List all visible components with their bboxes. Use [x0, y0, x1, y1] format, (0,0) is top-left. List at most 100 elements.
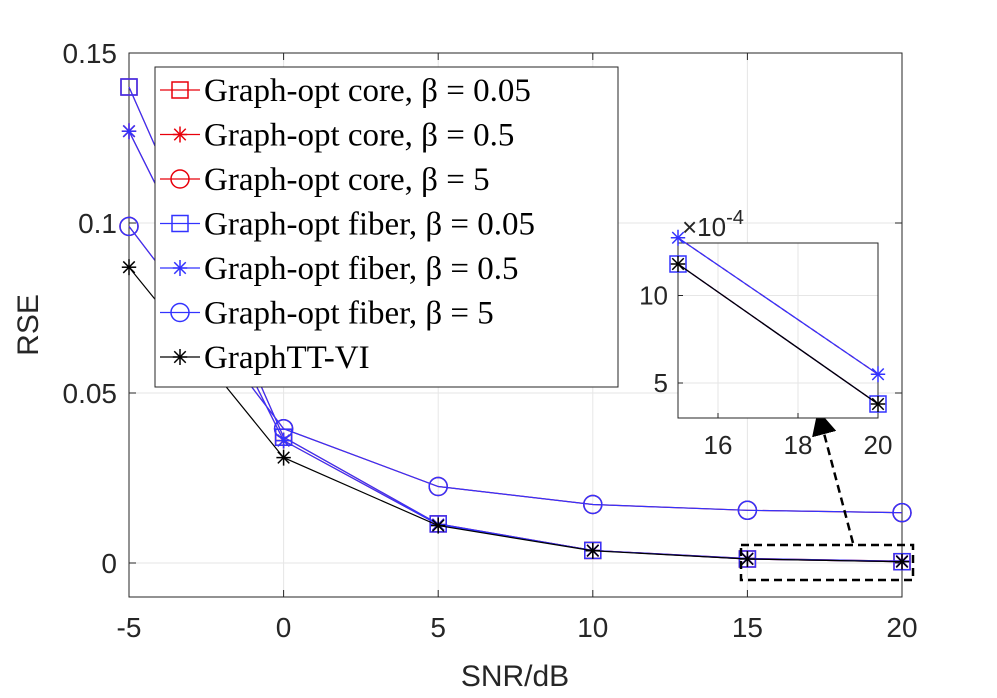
- inset-data-point: [670, 229, 686, 246]
- legend-marker: [171, 81, 189, 99]
- marker-stroke: [431, 519, 445, 532]
- zoom-region-box: [739, 543, 915, 582]
- legend-label-name: Graph-opt core,: [204, 73, 421, 109]
- legend-entry-1: Graph-opt core, β = 0.5: [160, 118, 514, 154]
- y-axis-label: RSE: [12, 294, 45, 356]
- marker-stroke: [173, 128, 187, 141]
- legend-label: Graph-opt core, β = 0.5: [204, 118, 514, 154]
- legend-marker: [170, 169, 190, 189]
- marker-stroke: [895, 555, 909, 568]
- legend-label-name: Graph-opt core,: [204, 118, 421, 154]
- inset-data-point: [870, 396, 886, 412]
- legend-label-beta: β = 0.5: [425, 251, 518, 287]
- legend-marker: [172, 349, 188, 365]
- legend-entry-6: GraphTT-VI: [160, 340, 370, 376]
- inset-series-line: [677, 237, 879, 375]
- y-tick-label: 0.1: [78, 208, 117, 239]
- legend-label-name: Graph-opt core,: [204, 162, 421, 198]
- legend-label: GraphTT-VI: [204, 340, 370, 376]
- legend-label-beta: β = 0.5: [421, 118, 514, 154]
- x-axis-label: SNR/dB: [461, 660, 569, 693]
- legend-label: Graph-opt core, β = 0.05: [204, 73, 531, 109]
- data-point: [583, 494, 603, 515]
- legend-label: Graph-opt fiber, β = 0.05: [204, 207, 535, 243]
- data-point: [894, 553, 910, 570]
- inset-scale-base: ×10: [682, 212, 726, 242]
- x-tick-label: 15: [732, 612, 763, 643]
- data-point: [273, 418, 294, 439]
- y-tick-label: 0.05: [63, 378, 118, 409]
- legend-label-name: GraphTT-VI: [204, 340, 370, 376]
- inset-scale-exponent: -4: [726, 207, 744, 229]
- legend-marker: [171, 214, 189, 233]
- marker-stroke: [871, 367, 885, 381]
- y-tick-label: 0.15: [63, 38, 118, 69]
- inset-series-1: [670, 229, 886, 383]
- x-tick-label: 5: [430, 612, 446, 643]
- data-point: [121, 123, 137, 140]
- legend-label: Graph-opt fiber, β = 5: [204, 296, 494, 332]
- main-ticks: -5 0 5 10 15 20 0 0.05 0.1 0.15: [63, 38, 918, 643]
- inset-x-tick-label: 18: [784, 430, 813, 460]
- series-line: [128, 266, 903, 563]
- marker-stroke: [173, 350, 187, 364]
- legend-entry-4: Graph-opt fiber, β = 0.5: [160, 251, 519, 287]
- legend-label: Graph-opt fiber, β = 0.5: [204, 251, 519, 287]
- data-point: [737, 500, 758, 521]
- data-point: [428, 476, 448, 497]
- legend-label-name: Graph-opt fiber,: [204, 207, 425, 243]
- legend: Graph-opt core, β = 0.05 Graph-opt core, …: [154, 66, 619, 388]
- inset-data-point: [670, 256, 686, 272]
- plot-area-frame: [128, 52, 903, 598]
- series-6: [121, 259, 910, 570]
- legend-marker: [170, 302, 190, 323]
- legend-label-beta: β = 0.05: [425, 207, 535, 243]
- legend-entry-3: Graph-opt fiber, β = 0.05: [160, 207, 535, 243]
- inset-ticks: 16 18 20 5 10: [639, 281, 892, 461]
- legend-box: [154, 66, 619, 388]
- inset-frame: [677, 242, 879, 419]
- marker-stroke: [173, 261, 187, 275]
- x-tick-label: 10: [577, 612, 608, 643]
- data-point: [276, 432, 291, 449]
- inset-y-tick-label: 5: [654, 368, 668, 398]
- inset-series: [669, 229, 887, 413]
- inset-y-tick-label: 10: [639, 281, 668, 311]
- data-point: [892, 502, 912, 523]
- inset-background: [678, 243, 878, 418]
- legend-entry-5: Graph-opt fiber, β = 5: [160, 296, 494, 332]
- inset-series-2: [670, 256, 886, 412]
- legend-entry-2: Graph-opt core, β = 5: [160, 162, 490, 198]
- y-tick-label: 0: [101, 548, 117, 579]
- legend-marker: [172, 126, 188, 143]
- marker-stroke: [122, 260, 136, 274]
- x-tick-label: 20: [886, 612, 917, 643]
- marker-stroke: [122, 124, 136, 138]
- legend-label-name: Graph-opt fiber,: [204, 251, 425, 287]
- data-point: [121, 259, 137, 276]
- inset-x-tick-label: 20: [864, 430, 893, 460]
- data-point: [431, 517, 446, 534]
- legend-label-beta: β = 5: [421, 162, 489, 198]
- legend-marker: [172, 260, 188, 276]
- data-point: [740, 550, 755, 567]
- marker-stroke: [277, 451, 290, 464]
- inset-scale-label: ×10-4: [682, 207, 744, 242]
- x-tick-label: 0: [276, 612, 292, 643]
- marker-stroke: [741, 552, 754, 566]
- marker-stroke: [586, 544, 600, 558]
- data-point: [119, 216, 139, 237]
- marker-stroke: [671, 257, 685, 271]
- marker-stroke: [871, 397, 885, 411]
- series-5: [119, 216, 912, 523]
- legend-entry-0: Graph-opt core, β = 0.05: [160, 73, 531, 109]
- zoom-arrow: [812, 409, 855, 544]
- inset-data-point: [870, 366, 886, 383]
- marker-stroke: [671, 231, 685, 245]
- data-point: [585, 542, 600, 559]
- legend-label: Graph-opt core, β = 5: [204, 162, 490, 198]
- series-line: [128, 226, 903, 514]
- inset-series-line: [677, 263, 879, 405]
